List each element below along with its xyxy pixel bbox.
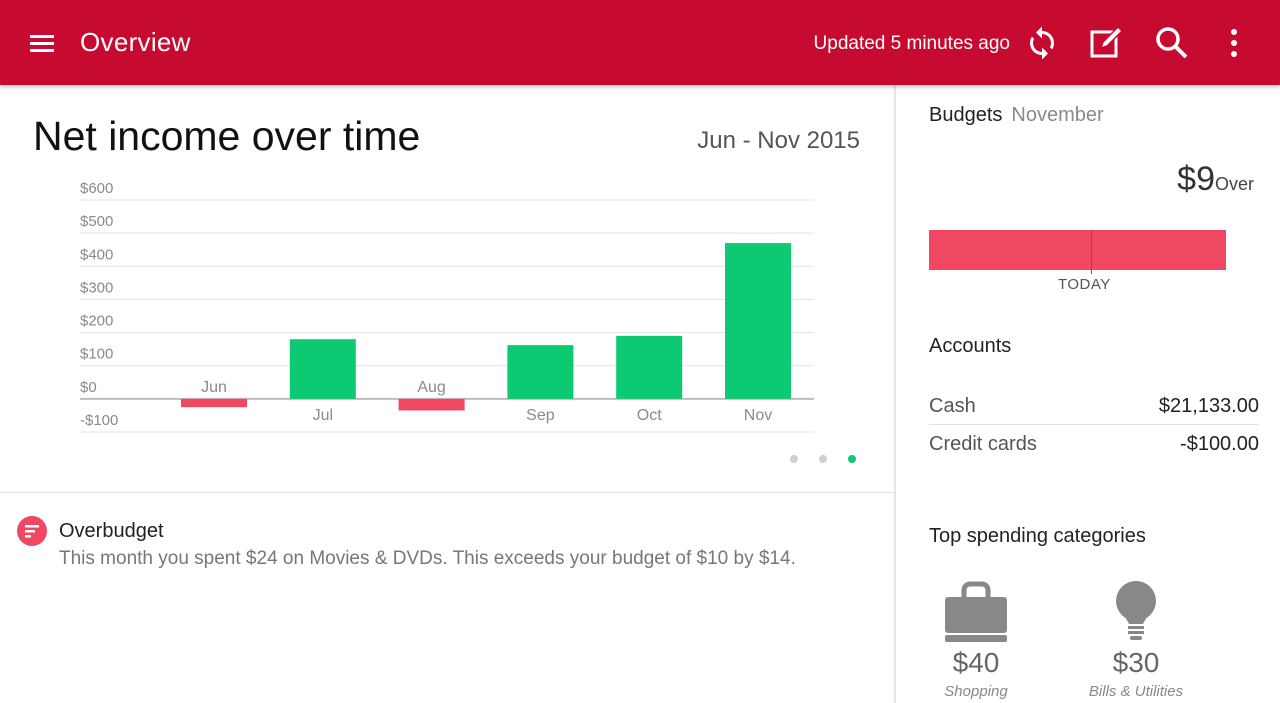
budgets-header: Budgets November — [929, 104, 1104, 127]
menu-icon[interactable] — [28, 28, 58, 58]
net-income-chart[interactable]: $600 $500 $400 $300 $200 $100 $0 -$100 Jun Jul Aug… — [0, 85, 894, 445]
budget-amount-value: $9 — [1177, 160, 1215, 198]
page-indicator — [790, 455, 856, 463]
bar-oct[interactable] — [616, 335, 683, 399]
y-tick-label: $200 — [80, 313, 113, 330]
y-tick-label: -$100 — [80, 412, 118, 429]
budget-amount: $9Over — [1177, 160, 1254, 199]
account-value: $21,133.00 — [1158, 395, 1259, 417]
page-title: Overview — [80, 27, 191, 57]
edit-icon[interactable] — [1086, 22, 1126, 64]
category-label: Shopping — [944, 683, 1008, 700]
category-bills-utilities[interactable]: $30 Bills & Utilities — [1071, 575, 1201, 700]
budgets-title: Budgets — [929, 104, 1003, 126]
x-tick-label: Sep — [526, 407, 555, 424]
category-amount: $40 — [952, 647, 1000, 678]
today-label: TODAY — [1058, 276, 1111, 293]
account-divider — [929, 424, 1259, 425]
section-divider — [0, 492, 894, 493]
alert-body: This month you spent $24 on Movies & DVD… — [59, 548, 796, 569]
x-tick-label: Jun — [201, 379, 227, 396]
y-tick-label: $400 — [80, 246, 113, 263]
account-name: Credit cards — [929, 433, 1037, 455]
account-name: Cash — [929, 395, 976, 417]
net-income-panel: Net income over time Jun - Nov 2015 $600… — [0, 85, 894, 703]
y-tick-label: $100 — [80, 346, 113, 363]
alert-title: Overbudget — [59, 520, 164, 542]
summary-panel: Budgets November $9Over TODAY Accounts Ca… — [896, 85, 1280, 703]
accounts-title: Accounts — [929, 335, 1012, 357]
bar-nov[interactable] — [725, 243, 791, 399]
today-marker — [1091, 230, 1092, 274]
top-spending-title: Top spending categories — [929, 525, 1146, 547]
y-tick-label: $500 — [80, 213, 113, 230]
category-amount: $30 — [1112, 647, 1160, 678]
page-dot-3[interactable] — [848, 455, 856, 463]
y-tick-label: $600 — [80, 180, 113, 197]
account-value: -$100.00 — [1180, 433, 1259, 455]
updated-status: Updated 5 minutes ago — [813, 33, 1010, 54]
account-row-credit-cards[interactable]: Credit cards -$100.00 — [929, 426, 1259, 463]
budget-progress-bar[interactable] — [929, 230, 1226, 270]
bar-jun[interactable] — [181, 398, 247, 408]
category-shopping[interactable]: $40 Shopping — [911, 575, 1041, 700]
x-tick-label: Oct — [637, 407, 662, 424]
list-icon — [17, 516, 47, 546]
budget-status: Over — [1214, 174, 1254, 194]
shopping-bag-icon — [911, 575, 1041, 643]
bar-aug[interactable] — [398, 398, 465, 411]
page-dot-1[interactable] — [790, 455, 798, 463]
x-tick-label: Jul — [313, 407, 333, 424]
lightbulb-icon — [1071, 575, 1201, 643]
bar-sep[interactable] — [507, 345, 574, 399]
y-tick-label: $0 — [80, 379, 97, 396]
account-row-cash[interactable]: Cash $21,133.00 — [929, 388, 1259, 425]
chart-title: Net income over time — [33, 113, 421, 159]
panel-divider — [894, 85, 896, 703]
x-tick-label: Aug — [417, 379, 445, 396]
app-bar: Overview Updated 5 minutes ago — [0, 0, 1280, 85]
y-tick-label: $300 — [80, 279, 113, 296]
search-icon[interactable] — [1152, 22, 1192, 64]
budgets-month: November — [1011, 104, 1104, 126]
bar-jul[interactable] — [289, 339, 356, 399]
refresh-icon[interactable] — [1022, 22, 1062, 64]
x-tick-label: Nov — [744, 407, 772, 424]
page-dot-2[interactable] — [819, 455, 827, 463]
more-vert-icon[interactable] — [1214, 22, 1254, 64]
category-label: Bills & Utilities — [1088, 683, 1184, 700]
chart-date-range: Jun - Nov 2015 — [697, 127, 860, 154]
